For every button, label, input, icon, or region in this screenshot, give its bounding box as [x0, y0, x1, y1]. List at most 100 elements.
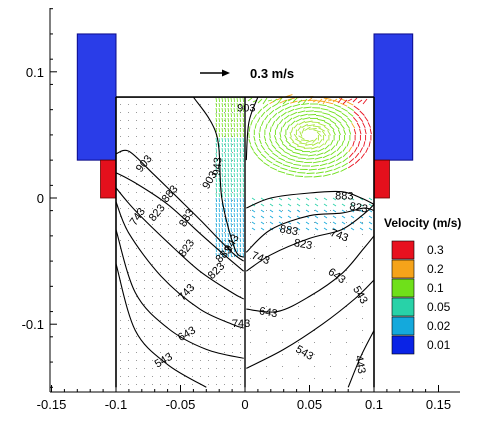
vector-arrow [243, 133, 244, 137]
vector-arrow [353, 141, 355, 146]
contour-label-943: 943 [211, 157, 225, 176]
vector-arrow [234, 208, 235, 212]
vector-arrow [348, 164, 354, 168]
vector-arrow [338, 130, 340, 135]
vector-arrow [231, 198, 232, 202]
vector-arrow [225, 178, 226, 182]
vector-arrow [298, 111, 306, 113]
vector-arrow [333, 210, 336, 212]
vector-arrow [243, 188, 244, 192]
vector-arrow [234, 183, 235, 187]
vector-arrow [305, 121, 313, 123]
legend-label: 0.05 [427, 300, 451, 314]
vector-arrow [304, 107, 312, 108]
vector-arrow [234, 213, 235, 217]
vector-arrow [306, 198, 309, 200]
vector-arrow [243, 168, 244, 172]
vector-arrow [240, 163, 241, 167]
vector-arrow [234, 178, 235, 182]
vector-arrow [237, 128, 238, 132]
vector-arrow [342, 204, 345, 206]
legend-label: 0.1 [427, 281, 444, 295]
vector-arrow [222, 208, 223, 212]
vector-arrow [231, 153, 232, 157]
vector-arrow [254, 152, 258, 157]
vector-arrow [284, 151, 291, 154]
vector-arrow [228, 188, 229, 192]
x-tick-label: 0.15 [426, 397, 451, 412]
vector-arrow [294, 124, 298, 129]
contour-label-883: 883 [160, 183, 181, 205]
vector-arrow [240, 158, 241, 162]
vector-arrow [310, 151, 318, 153]
vector-arrow [316, 172, 324, 173]
velocity-legend: Velocity (m/s) 0.30.20.10.050.020.01 [376, 214, 486, 364]
left-coil [77, 34, 116, 160]
vector-arrow [219, 198, 220, 202]
vector-arrow [234, 203, 235, 207]
vector-arrow [237, 218, 238, 222]
vector-arrow [324, 222, 327, 224]
vector-arrow [298, 126, 302, 131]
vector-arrow [279, 216, 282, 218]
vector-arrow [216, 183, 217, 187]
vector-arrow [273, 99, 277, 102]
vector-arrow [290, 137, 294, 142]
vector-arrow [290, 155, 298, 157]
vector-arrow [234, 223, 235, 227]
vector-arrow [273, 113, 277, 118]
vector-arrow [272, 153, 278, 157]
vector-arrow [228, 103, 229, 107]
vector-arrow [324, 150, 330, 154]
vector-arrow [261, 216, 264, 218]
vector-arrow [228, 113, 229, 117]
vector-arrow [319, 128, 325, 131]
vector-arrow [331, 146, 335, 151]
vector-arrow [222, 148, 223, 152]
vector-arrow [314, 176, 322, 177]
vector-arrow [334, 167, 341, 170]
vector-arrow [330, 120, 336, 124]
vector-arrow [231, 223, 232, 227]
vector-arrow [306, 222, 309, 224]
vector-arrow [251, 120, 253, 125]
vector-arrow [222, 113, 223, 117]
vector-arrow [324, 122, 331, 125]
vector-arrow [234, 133, 235, 137]
vector-arrow [219, 108, 220, 112]
vector-arrow [237, 153, 238, 157]
vector-arrow [369, 228, 372, 230]
vector-arrow [243, 128, 244, 132]
x-tick-label: -0.1 [105, 397, 127, 412]
left-heater [101, 160, 116, 198]
vector-arrow [343, 158, 348, 162]
vector-arrow [231, 113, 232, 117]
vector-arrow [216, 123, 217, 127]
vector-arrow [342, 216, 345, 218]
vector-arrow [234, 198, 235, 202]
vector-arrow [219, 208, 220, 212]
vector-arrow [228, 158, 229, 162]
vector-arrow [293, 164, 301, 165]
vector-arrow [302, 124, 308, 127]
vector-arrow [216, 228, 217, 232]
vector-arrow [222, 98, 223, 102]
vector-arrow [308, 155, 316, 156]
vector-arrow [225, 108, 226, 112]
vector-arrow [234, 163, 235, 167]
vector-arrow [315, 210, 318, 212]
vector-arrow [278, 171, 285, 173]
vector-arrow [318, 119, 326, 121]
vector-arrow [336, 157, 342, 161]
vector-arrow [225, 163, 226, 167]
vector-arrow [370, 129, 371, 135]
vector-arrow [228, 123, 229, 127]
vector-arrow [299, 121, 305, 124]
vector-arrow [240, 233, 241, 237]
vector-arrow [274, 135, 276, 140]
vector-arrow [261, 222, 264, 224]
vector-arrow [315, 216, 318, 218]
x-tick-label: 0.1 [365, 397, 383, 412]
vector-arrow [272, 121, 275, 126]
vector-arrow [312, 142, 318, 145]
